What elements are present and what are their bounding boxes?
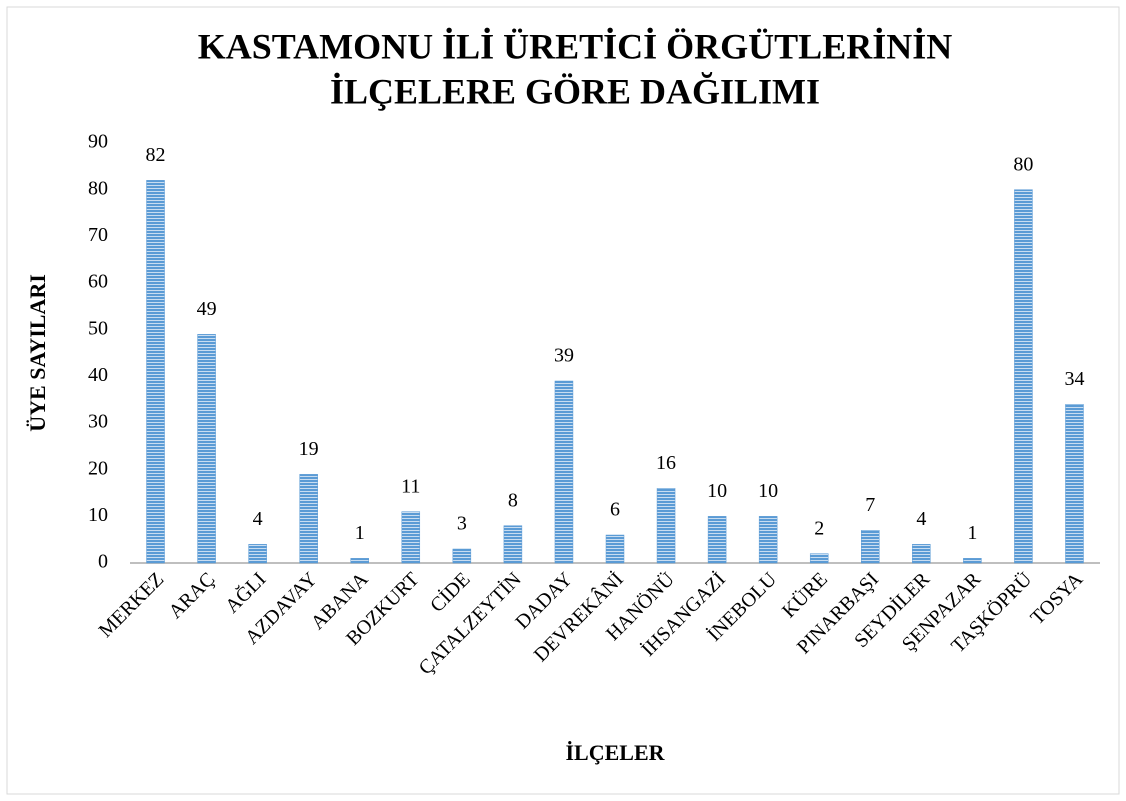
data-label: 1 [355, 522, 365, 544]
bar [299, 474, 318, 564]
data-label: 19 [299, 438, 319, 460]
bar [1014, 189, 1033, 564]
bar [197, 334, 216, 564]
data-label: 10 [758, 480, 778, 502]
bar [1065, 404, 1084, 564]
data-label: 49 [197, 298, 217, 320]
bar [146, 180, 165, 564]
y-tick-label: 70 [88, 224, 108, 246]
y-tick-label: 40 [88, 364, 108, 386]
data-label: 16 [656, 452, 676, 474]
data-label: 39 [554, 345, 574, 367]
y-tick-label: 50 [88, 317, 108, 339]
y-tick-label: 80 [88, 177, 108, 199]
data-label: 34 [1064, 368, 1084, 390]
chart-title: KASTAMONU İLİ ÜRETİCİ ÖRGÜTLERİNİN [198, 26, 952, 66]
bar [248, 544, 267, 564]
bar [605, 534, 625, 564]
bar [452, 548, 472, 564]
bar [912, 544, 931, 564]
data-label: 3 [457, 513, 467, 535]
bar [656, 488, 676, 564]
data-label: 7 [865, 494, 875, 516]
data-label: 82 [146, 144, 166, 166]
y-tick-label: 30 [88, 411, 108, 433]
y-axis-label: ÜYE SAYILARI [25, 274, 50, 432]
bar [809, 553, 829, 564]
bar [503, 525, 523, 564]
data-label: 11 [401, 475, 420, 497]
bar [963, 558, 982, 564]
bar [554, 380, 574, 564]
chart-title: İLÇELERE GÖRE DAĞILIMI [330, 71, 820, 111]
bar [707, 516, 727, 564]
y-tick-label: 90 [88, 131, 108, 153]
data-label: 6 [610, 499, 620, 521]
data-label: 10 [707, 480, 727, 502]
data-label: 4 [253, 508, 263, 530]
x-axis-label: İLÇELER [565, 740, 665, 765]
bar [401, 511, 421, 564]
y-tick-label: 60 [88, 271, 108, 293]
data-label: 2 [814, 517, 824, 539]
data-label: 80 [1013, 153, 1033, 175]
y-tick-label: 10 [88, 504, 108, 526]
bar [758, 516, 778, 564]
y-tick-label: 20 [88, 457, 108, 479]
bar [350, 558, 369, 564]
bar [861, 530, 880, 564]
data-label: 4 [916, 508, 926, 530]
data-label: 8 [508, 489, 518, 511]
data-label: 1 [967, 522, 977, 544]
y-tick-label: 0 [98, 551, 108, 573]
